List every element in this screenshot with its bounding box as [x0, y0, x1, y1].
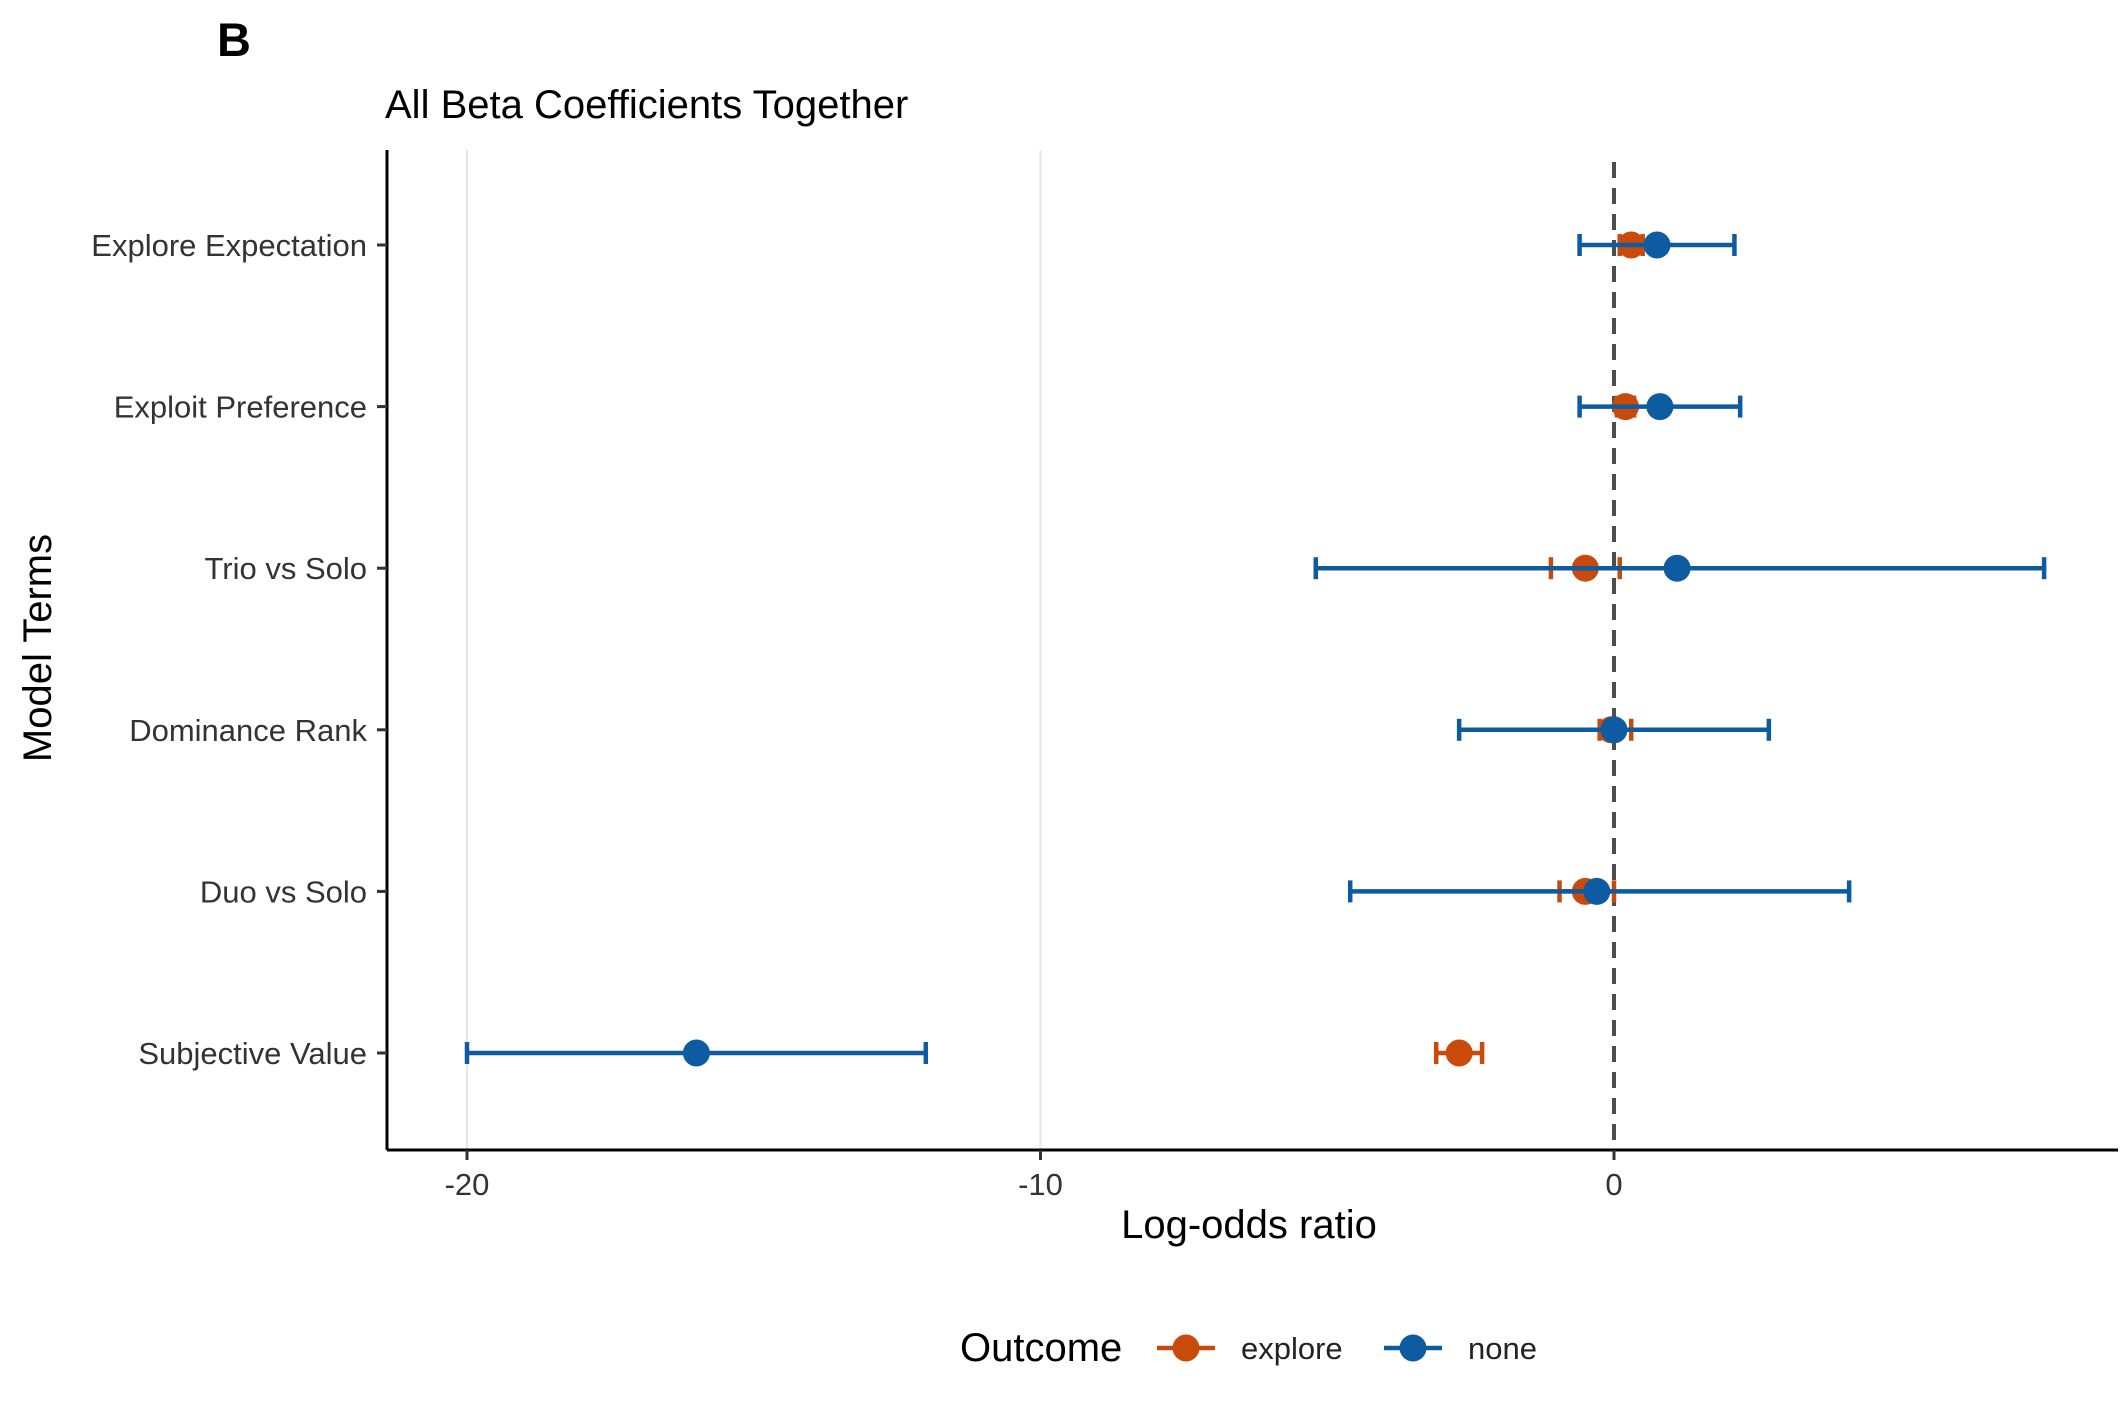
- y-axis-title: Model Terms: [16, 534, 60, 762]
- x-axis-ticks: -20 -10 0: [445, 1150, 1623, 1202]
- x-tick-label: 0: [1605, 1167, 1622, 1202]
- point-none: [1646, 393, 1674, 421]
- x-tick-label: -10: [1018, 1167, 1063, 1202]
- point-none: [1600, 716, 1628, 744]
- axes: [385, 150, 2118, 1152]
- y-tick-label: Trio vs Solo: [204, 551, 367, 586]
- y-tick-label: Explore Expectation: [91, 228, 367, 263]
- y-tick-label: Duo vs Solo: [200, 874, 367, 909]
- x-tick-label: -20: [445, 1167, 490, 1202]
- y-tick-label: Dominance Rank: [129, 713, 367, 748]
- series-none: [464, 231, 2047, 1067]
- gridlines: [466, 150, 1042, 1150]
- point-explore: [1445, 1039, 1473, 1067]
- y-tick-label: Exploit Preference: [114, 390, 367, 425]
- legend-point-none: [1399, 1334, 1427, 1362]
- legend-key-none: none: [1384, 1331, 1537, 1366]
- point-none: [1583, 877, 1611, 905]
- legend-label-none: none: [1468, 1331, 1537, 1366]
- y-tick-label: Subjective Value: [138, 1036, 367, 1071]
- legend-key-explore: explore: [1157, 1331, 1343, 1366]
- legend-point-explore: [1172, 1334, 1200, 1362]
- panel-label: B: [217, 13, 251, 66]
- point-none: [1663, 554, 1691, 582]
- x-axis-title: Log-odds ratio: [1121, 1203, 1377, 1247]
- data-series: [464, 231, 2047, 1067]
- chart-title: All Beta Coefficients Together: [385, 83, 908, 127]
- legend-title: Outcome: [960, 1326, 1122, 1370]
- point-none: [1643, 231, 1671, 259]
- y-axis-ticks: Explore Expectation Exploit Preference Tri…: [91, 228, 387, 1071]
- legend: Outcome explore none: [960, 1326, 1537, 1370]
- point-none: [682, 1039, 710, 1067]
- legend-label-explore: explore: [1241, 1331, 1343, 1366]
